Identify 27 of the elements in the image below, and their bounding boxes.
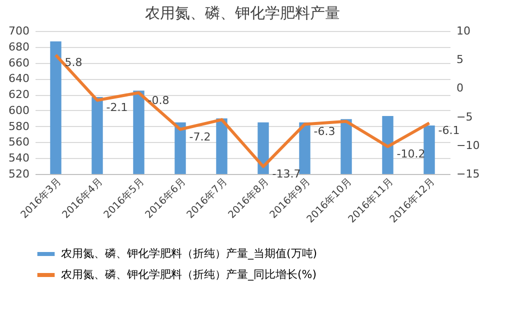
data-label: -6.1	[438, 124, 460, 138]
y-tick-label: 660	[8, 56, 30, 70]
y2-tick-label: −15	[456, 168, 480, 180]
line-series	[54, 54, 431, 168]
legend-label: 农用氮、磷、钾化学肥料（折纯）产量_当期值(万吨)	[61, 247, 318, 260]
y-tick-label: 680	[8, 40, 30, 54]
y-tick-label: 540	[8, 152, 30, 165]
y-tick-label: 560	[8, 136, 30, 149]
y2-tick-label: 5	[456, 53, 464, 66]
data-label: -7.2	[189, 130, 211, 144]
legend-label: 农用氮、磷、钾化学肥料（折纯）产量_同比增长(%)	[61, 268, 317, 281]
y-tick-label: 520	[8, 168, 30, 180]
data-label: -6.3	[314, 125, 336, 138]
y-tick-label: 620	[8, 88, 30, 102]
y-tick-label: 640	[8, 72, 30, 86]
y-tick-label: 700	[8, 24, 30, 38]
y2-tick-label: −5	[456, 110, 473, 124]
y2-tick-label: 0	[456, 82, 464, 95]
y2-tick-label: 10	[456, 24, 470, 38]
y-tick-label: 580	[8, 120, 30, 133]
data-label: -2.1	[106, 101, 128, 114]
data-label: -0.8	[148, 94, 170, 107]
y2-tick-label: −10	[456, 138, 480, 152]
data-label: 5.8	[64, 56, 82, 70]
chart-title: 农用氮、磷、钾化学肥料产量	[145, 4, 340, 22]
data-label: -13.7	[272, 168, 301, 181]
y-tick-label: 600	[8, 104, 30, 117]
